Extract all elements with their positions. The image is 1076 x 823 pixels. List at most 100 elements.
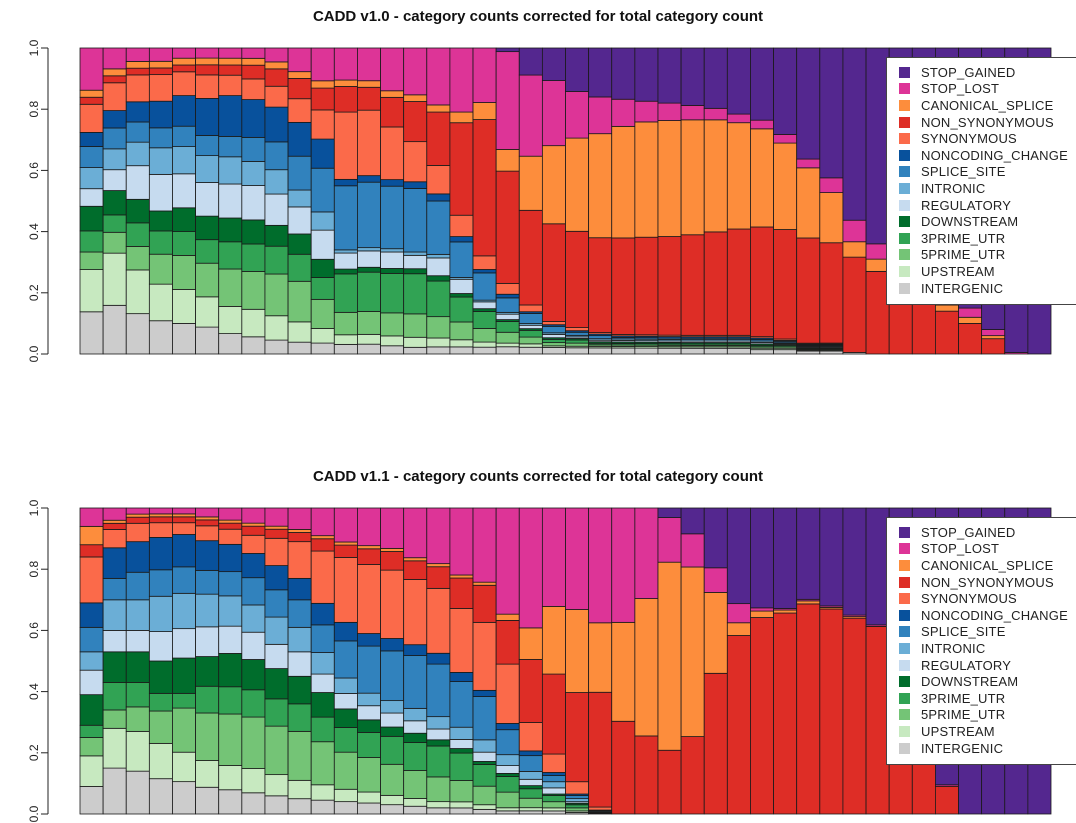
legend-swatch <box>899 249 910 261</box>
bar-segment-synonymous <box>357 109 381 177</box>
bar-segment-regulatory <box>380 712 405 728</box>
bar-segment-3prime-utr <box>495 321 520 333</box>
bar-segment-canonical-splice <box>680 566 705 737</box>
bar-segment-stop-lost <box>426 507 451 565</box>
bar-segment-noncoding-change <box>102 110 127 129</box>
bar-segment-downstream <box>241 659 266 691</box>
bar-segment-non-synonymous <box>634 236 659 336</box>
bar-segment-downstream <box>218 653 243 688</box>
bar-segment-upstream <box>518 343 543 348</box>
bar-segment-5prime-utr <box>518 336 543 345</box>
bar-segment-canonical-splice <box>796 167 821 239</box>
bar-segment-synonymous <box>195 525 220 542</box>
bar-segment-intergenic <box>264 795 289 815</box>
legend-label: STOP_LOST <box>921 81 1000 97</box>
bar-segment-stop-lost <box>125 507 150 515</box>
bar-segment-stop-gained <box>680 47 705 106</box>
bar-segment-downstream <box>287 675 312 705</box>
bar-segment-canonical-splice <box>495 148 520 172</box>
bar-segment-regulatory <box>148 631 173 662</box>
bar-segment-noncoding-change <box>195 540 220 571</box>
bar-segment-3prime-utr <box>264 245 289 275</box>
bar-segment-non-synonymous <box>125 67 150 76</box>
bar-segment-stop-lost <box>472 507 497 583</box>
bar-segment-5prime-utr <box>287 730 312 781</box>
bar-segment-synonymous <box>148 74 173 102</box>
bar-segment-canonical-splice <box>657 120 682 237</box>
bar-segment-synonymous <box>264 537 289 566</box>
bar-segment-3prime-utr <box>102 682 127 711</box>
bar-segment-canonical-splice <box>172 513 196 518</box>
bar-segment-intronic <box>310 652 335 675</box>
bar-segment-canonical-splice <box>449 574 474 579</box>
bar-segment-synonymous <box>588 806 613 811</box>
bar-segment-downstream <box>333 708 358 728</box>
chart-panel-v1-0: CADD v1.0 - category counts corrected fo… <box>0 0 1076 410</box>
bar-segment-noncoding-change <box>241 99 266 138</box>
legend-item: STOP_GAINED <box>887 524 1076 541</box>
legend-label: UPSTREAM <box>921 723 995 739</box>
bar-segment-noncoding-change <box>403 181 428 189</box>
bar-segment-intronic <box>195 155 220 183</box>
bar-segment-intronic <box>218 156 243 185</box>
bar-segment-intergenic <box>819 350 844 355</box>
bar-segment-intergenic <box>380 804 405 815</box>
bar-segment-stop-gained <box>703 507 728 569</box>
bar-segment-intergenic <box>657 347 682 355</box>
bar-segment-downstream <box>357 266 381 273</box>
bar-segment-synonymous <box>403 579 428 646</box>
bar-segment-stop-lost <box>380 507 405 549</box>
bar-segment-upstream <box>218 765 243 791</box>
bar-segment-regulatory <box>333 252 358 270</box>
bar-segment-5prime-utr <box>241 716 266 769</box>
legend-item: INTERGENIC <box>887 280 1076 297</box>
bar-segment-intergenic <box>611 347 636 355</box>
legend-item: 5PRIME_UTR <box>887 707 1076 724</box>
bar-segment-intergenic <box>195 786 220 815</box>
legend: STOP_GAINED STOP_LOST CANONICAL_SPLICE NON_… <box>886 517 1076 765</box>
bar-segment-stop-gained <box>726 47 751 115</box>
bar-segment-intergenic <box>518 346 543 355</box>
bar-segment-noncoding-change <box>148 537 173 571</box>
bar-segment-noncoding-change <box>264 565 289 591</box>
bar-segment-stop-lost <box>333 507 358 543</box>
bar-segment-canonical-splice <box>218 519 243 524</box>
bar-segment-upstream <box>287 321 312 343</box>
bar-segment-intergenic <box>449 807 474 815</box>
bar-segment-canonical-splice <box>264 525 289 530</box>
bar-segment-intronic <box>333 677 358 694</box>
bar-segment-stop-gained <box>796 47 821 160</box>
bar-segment-downstream <box>310 258 335 278</box>
bar-segment-splice-site <box>148 127 173 149</box>
legend-swatch <box>899 676 910 688</box>
bar-segment-regulatory <box>310 229 335 260</box>
bar-segment-5prime-utr <box>426 316 451 339</box>
bar-segment-upstream <box>518 807 543 812</box>
bar-segment-splice-site <box>102 127 127 150</box>
bar-segment-regulatory <box>218 183 243 219</box>
legend-swatch <box>899 99 910 111</box>
bar-segment-5prime-utr <box>241 271 266 310</box>
bar-segment-stop-lost <box>634 507 659 599</box>
bar-segment-non-synonymous <box>310 87 335 111</box>
bar-segment-noncoding-change <box>495 723 520 731</box>
bar-segment-intronic <box>287 189 312 208</box>
bar-segment-splice-site <box>125 121 150 143</box>
bar-segment-non-synonymous <box>195 64 220 76</box>
bar-segment-5prime-utr <box>403 770 428 799</box>
y-tick-label: 0.8 <box>27 101 41 118</box>
bar-segment-upstream <box>264 774 289 797</box>
bar-segment-non-synonymous <box>611 720 636 815</box>
bar-segment-non-synonymous <box>703 672 728 815</box>
bar-segment-splice-site <box>264 141 289 171</box>
bar-segment-canonical-splice <box>611 125 636 239</box>
bar-segment-canonical-splice <box>634 121 659 238</box>
bar-segment-stop-lost <box>819 177 844 193</box>
legend-swatch <box>899 593 910 605</box>
bar-segment-synonymous <box>518 722 543 752</box>
bar-segment-stop-lost <box>287 507 312 530</box>
bar-segment-regulatory <box>403 720 428 734</box>
bar-segment-upstream <box>310 328 335 344</box>
bar-segment-non-synonymous <box>218 64 243 76</box>
legend-item: DOWNSTREAM <box>887 673 1076 690</box>
